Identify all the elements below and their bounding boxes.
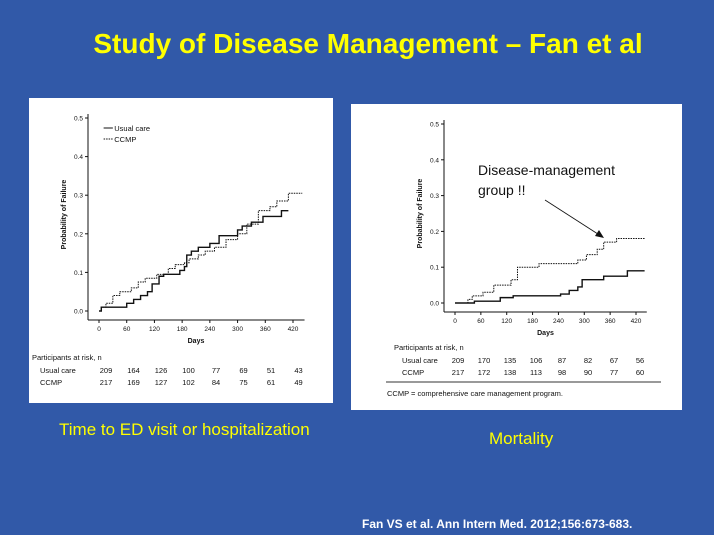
series-line-usual-care bbox=[99, 209, 289, 312]
series-line-usual-care bbox=[455, 270, 645, 304]
caption-right: Mortality bbox=[489, 429, 554, 448]
annotation-text: group !! bbox=[478, 182, 525, 198]
citation: Fan VS et al. Ann Intern Med. 2012;156:6… bbox=[362, 517, 633, 531]
risk-value: 100 bbox=[182, 366, 195, 375]
x-tick-label: 360 bbox=[260, 326, 271, 333]
risk-value: 98 bbox=[558, 368, 566, 377]
risk-row-label: CCMP bbox=[40, 378, 62, 387]
y-tick-label: 0.1 bbox=[430, 265, 439, 272]
slide-title: Study of Disease Management – Fan et al bbox=[93, 28, 643, 59]
legend-label: Usual care bbox=[114, 124, 150, 133]
risk-value: 209 bbox=[452, 356, 465, 365]
x-tick-label: 420 bbox=[288, 326, 299, 333]
risk-value: 126 bbox=[155, 366, 168, 375]
risk-value: 113 bbox=[530, 368, 542, 377]
risk-row-label: Usual care bbox=[40, 366, 76, 375]
caption-left: Time to ED visit or hospitalization bbox=[59, 420, 310, 439]
y-tick-label: 0.4 bbox=[430, 157, 439, 164]
chart-2-svg: 0.0 0.1 0.2 0.3 0.4 0.5 0 60 120 180 240 300 360 420 D… bbox=[386, 120, 661, 398]
risk-value: 106 bbox=[530, 356, 543, 365]
risk-table-title: Participants at risk, n bbox=[394, 343, 464, 352]
risk-value: 217 bbox=[452, 368, 465, 377]
x-axis-label: Days bbox=[537, 330, 554, 337]
risk-value: 172 bbox=[478, 368, 491, 377]
risk-value: 51 bbox=[267, 366, 275, 375]
x-axis-label: Days bbox=[188, 338, 205, 345]
chart-1-svg: 0.0 0.1 0.2 0.3 0.4 0.5 0 60 120 180 240 300 360 420 D… bbox=[32, 114, 305, 387]
x-tick-label: 300 bbox=[579, 318, 590, 325]
y-tick-label: 0.5 bbox=[430, 122, 439, 129]
x-tick-label: 180 bbox=[527, 318, 538, 325]
footnote: CCMP = comprehensive care management pro… bbox=[387, 389, 563, 398]
y-tick-label: 0.3 bbox=[430, 193, 439, 200]
risk-table-title: Participants at risk, n bbox=[32, 353, 102, 362]
risk-value: 43 bbox=[294, 366, 302, 375]
risk-value: 127 bbox=[155, 378, 168, 387]
risk-value: 169 bbox=[127, 378, 140, 387]
risk-value: 135 bbox=[504, 356, 517, 365]
risk-value: 138 bbox=[504, 368, 517, 377]
risk-row-label: CCMP bbox=[402, 368, 424, 377]
risk-value: 56 bbox=[636, 356, 644, 365]
risk-value: 170 bbox=[478, 356, 491, 365]
x-tick-label: 60 bbox=[477, 318, 485, 325]
x-tick-label: 0 bbox=[97, 326, 101, 333]
x-tick-label: 120 bbox=[501, 318, 512, 325]
y-axis-label: Probability of Failure bbox=[417, 179, 424, 249]
x-tick-label: 0 bbox=[453, 318, 457, 325]
x-tick-label: 120 bbox=[149, 326, 160, 333]
risk-value: 60 bbox=[636, 368, 644, 377]
x-tick-label: 240 bbox=[553, 318, 564, 325]
y-tick-label: 0.5 bbox=[74, 116, 83, 123]
risk-value: 67 bbox=[610, 356, 618, 365]
annotation-text: Disease-management bbox=[478, 162, 615, 178]
risk-value: 217 bbox=[100, 378, 113, 387]
risk-value: 209 bbox=[100, 366, 113, 375]
risk-value: 77 bbox=[610, 368, 618, 377]
risk-value: 90 bbox=[584, 368, 592, 377]
legend-label: CCMP bbox=[114, 135, 136, 144]
y-tick-label: 0.4 bbox=[74, 154, 83, 161]
risk-value: 61 bbox=[267, 378, 275, 387]
annotation-arrow bbox=[544, 199, 602, 237]
x-tick-label: 300 bbox=[232, 326, 243, 333]
y-tick-label: 0.0 bbox=[74, 309, 83, 316]
risk-value: 69 bbox=[239, 366, 247, 375]
risk-value: 87 bbox=[558, 356, 566, 365]
risk-value: 164 bbox=[127, 366, 140, 375]
y-tick-label: 0.2 bbox=[74, 231, 83, 238]
y-tick-label: 0.0 bbox=[430, 301, 439, 308]
risk-value: 49 bbox=[294, 378, 302, 387]
chart-time-to-ed-visit: 0.0 0.1 0.2 0.3 0.4 0.5 0 60 120 180 240 300 360 420 D… bbox=[29, 98, 333, 403]
y-tick-label: 0.3 bbox=[74, 193, 83, 200]
risk-value: 84 bbox=[212, 378, 220, 387]
series-line-ccmp bbox=[99, 192, 303, 312]
x-tick-label: 420 bbox=[631, 318, 642, 325]
risk-row-label: Usual care bbox=[402, 356, 438, 365]
risk-value: 82 bbox=[584, 356, 592, 365]
chart-mortality: 0.0 0.1 0.2 0.3 0.4 0.5 0 60 120 180 240 300 360 420 D… bbox=[351, 104, 682, 410]
risk-value: 77 bbox=[212, 366, 220, 375]
risk-value: 102 bbox=[182, 378, 195, 387]
y-axis-label: Probability of Failure bbox=[61, 180, 68, 250]
x-tick-label: 60 bbox=[123, 326, 131, 333]
risk-value: 75 bbox=[239, 378, 247, 387]
series-line-ccmp bbox=[455, 238, 645, 304]
x-tick-label: 240 bbox=[204, 326, 215, 333]
y-tick-label: 0.1 bbox=[74, 270, 83, 277]
arrow-head bbox=[595, 230, 604, 238]
x-tick-label: 360 bbox=[605, 318, 616, 325]
y-tick-label: 0.2 bbox=[430, 229, 439, 236]
x-tick-label: 180 bbox=[177, 326, 188, 333]
